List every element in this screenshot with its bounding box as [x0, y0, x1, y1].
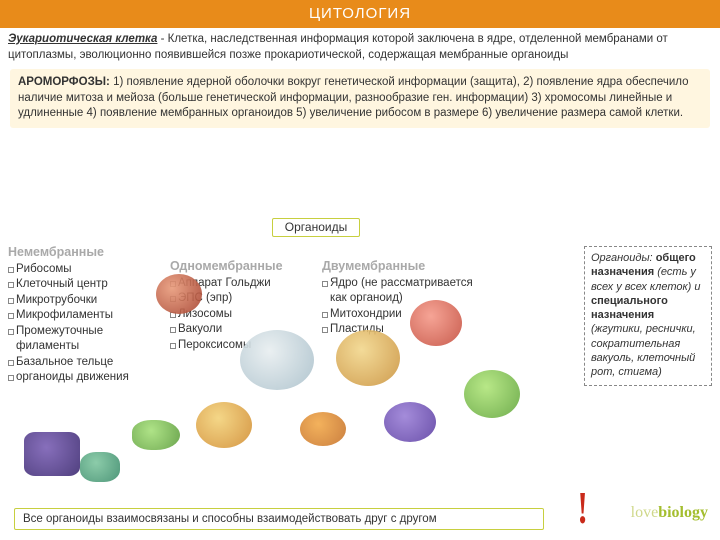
column-header: Двумембранные — [322, 260, 476, 274]
cell-illustration — [196, 402, 252, 448]
definition-block: Эукариотическая клетка - Клетка, наследс… — [8, 32, 712, 63]
list-item: Ядро (не рассматривается как органоид) — [322, 276, 476, 307]
list-item: Микрофиламенты — [8, 308, 162, 324]
note-bold: специального назначения — [591, 295, 668, 321]
page-title: ЦИТОЛОГИЯ — [0, 0, 720, 28]
note-lead: Органоиды: — [591, 252, 653, 264]
exclamation-icon: ! — [577, 481, 588, 534]
cell-illustration — [336, 330, 400, 386]
logo-biology: biology — [658, 504, 708, 521]
aromorph-text: 1) появление ядерной оболочки вокруг ген… — [18, 76, 689, 119]
cell-illustration — [384, 402, 436, 442]
cell-illustration — [132, 420, 180, 450]
footer-note: Все органоиды взаимосвязаны и способны в… — [14, 508, 544, 530]
list-item: органоиды движения — [8, 370, 162, 386]
column-header: Немембранные — [8, 246, 162, 260]
list-item: Микротрубочки — [8, 293, 162, 309]
logo: lovebiology — [631, 504, 708, 522]
cell-illustration — [240, 330, 314, 390]
logo-love: love — [631, 504, 659, 521]
cell-illustration — [80, 452, 120, 482]
list-item: Базальное тельце — [8, 355, 162, 371]
list-item: Рибосомы — [8, 262, 162, 278]
cell-illustration — [24, 432, 80, 476]
right-note-box: Органоиды: общего назначения (есть у все… — [584, 246, 712, 386]
note-text: (жгутики, реснички, сократительная вакуо… — [591, 323, 696, 378]
organoid-tag: Органоиды — [272, 218, 360, 237]
cell-illustration — [464, 370, 520, 418]
aromorphoses-box: АРОМОРФОЗЫ: 1) появление ядерной оболочк… — [10, 69, 710, 128]
cell-illustration — [410, 300, 462, 346]
column-header: Одномембранные — [170, 260, 314, 274]
list-item: Промежуточные филаменты — [8, 324, 162, 355]
column-nonmembrane: Немембранные Рибосомы Клеточный центр Ми… — [8, 246, 166, 386]
cell-illustration — [156, 274, 202, 314]
cell-illustration — [300, 412, 346, 446]
definition-term: Эукариотическая клетка — [8, 33, 157, 45]
list-item: Клеточный центр — [8, 277, 162, 293]
aromorph-label: АРОМОРФОЗЫ: — [18, 76, 110, 88]
